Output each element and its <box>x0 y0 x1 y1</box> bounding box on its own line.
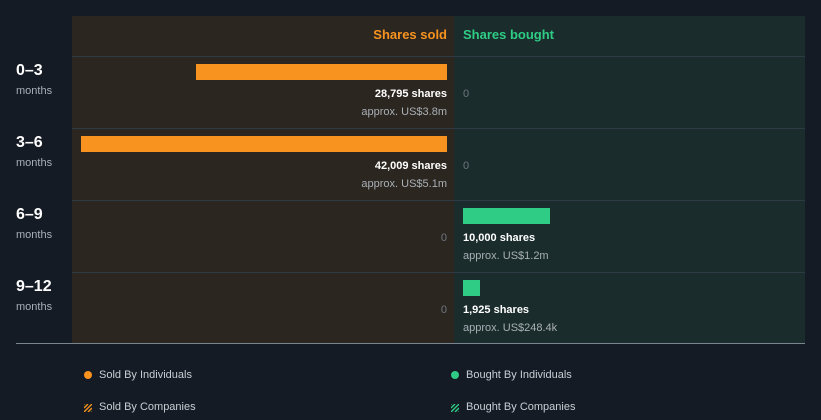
bought-value: 10,000 shares <box>463 232 536 244</box>
sold-value: 28,795 shares <box>374 88 447 100</box>
sold-zero: 0 <box>440 304 447 316</box>
period-0-3: 0–3 months <box>16 62 52 97</box>
period-label: 9–12 <box>16 278 52 295</box>
bought-bar-9-12 <box>463 280 480 296</box>
period-label: 6–9 <box>16 206 43 223</box>
legend-bought-companies[interactable]: Bought By Companies <box>448 401 576 415</box>
row-divider <box>72 200 805 201</box>
sold-value: 42,009 shares <box>374 160 447 172</box>
bought-approx: approx. US$248.4k <box>463 322 558 334</box>
period-9-12: 9–12 months <box>16 278 52 313</box>
row-divider <box>72 128 805 129</box>
row-divider <box>72 272 805 273</box>
bought-zero: 0 <box>463 160 470 172</box>
period-6-9: 6–9 months <box>16 206 52 241</box>
legend-bought-individuals[interactable]: Bought By Individuals <box>451 369 572 381</box>
sold-approx: approx. US$3.8m <box>361 106 447 118</box>
bought-bar-6-9 <box>463 208 550 224</box>
bought-zero: 0 <box>463 88 470 100</box>
green-hatch-icon <box>448 401 462 415</box>
sold-approx: approx. US$5.1m <box>361 178 447 190</box>
green-dot-icon <box>451 371 459 379</box>
period-unit: months <box>16 157 53 169</box>
shares-sold-header: Shares sold <box>373 27 447 42</box>
bottom-divider <box>16 343 805 344</box>
legend-sold-companies[interactable]: Sold By Companies <box>81 401 196 415</box>
period-unit: months <box>16 229 53 241</box>
period-label: 3–6 <box>16 134 43 151</box>
sold-zero: 0 <box>440 232 447 244</box>
legend-label: Bought By Individuals <box>466 369 572 381</box>
sold-bar-0-3 <box>196 64 447 80</box>
bought-value: 1,925 shares <box>463 304 530 316</box>
period-3-6: 3–6 months <box>16 134 52 169</box>
legend-label: Bought By Companies <box>466 401 576 413</box>
orange-dot-icon <box>84 371 92 379</box>
sold-bar-3-6 <box>81 136 447 152</box>
shares-bought-header: Shares bought <box>463 27 555 42</box>
header-divider <box>72 56 805 57</box>
period-unit: months <box>16 301 53 313</box>
bought-approx: approx. US$1.2m <box>463 250 549 262</box>
legend-sold-individuals[interactable]: Sold By Individuals <box>84 369 192 381</box>
shares-bought-panel <box>454 16 805 343</box>
legend-label: Sold By Individuals <box>99 369 192 381</box>
period-label: 0–3 <box>16 62 43 79</box>
legend-label: Sold By Companies <box>99 401 196 413</box>
orange-hatch-icon <box>81 401 95 415</box>
period-unit: months <box>16 85 53 97</box>
